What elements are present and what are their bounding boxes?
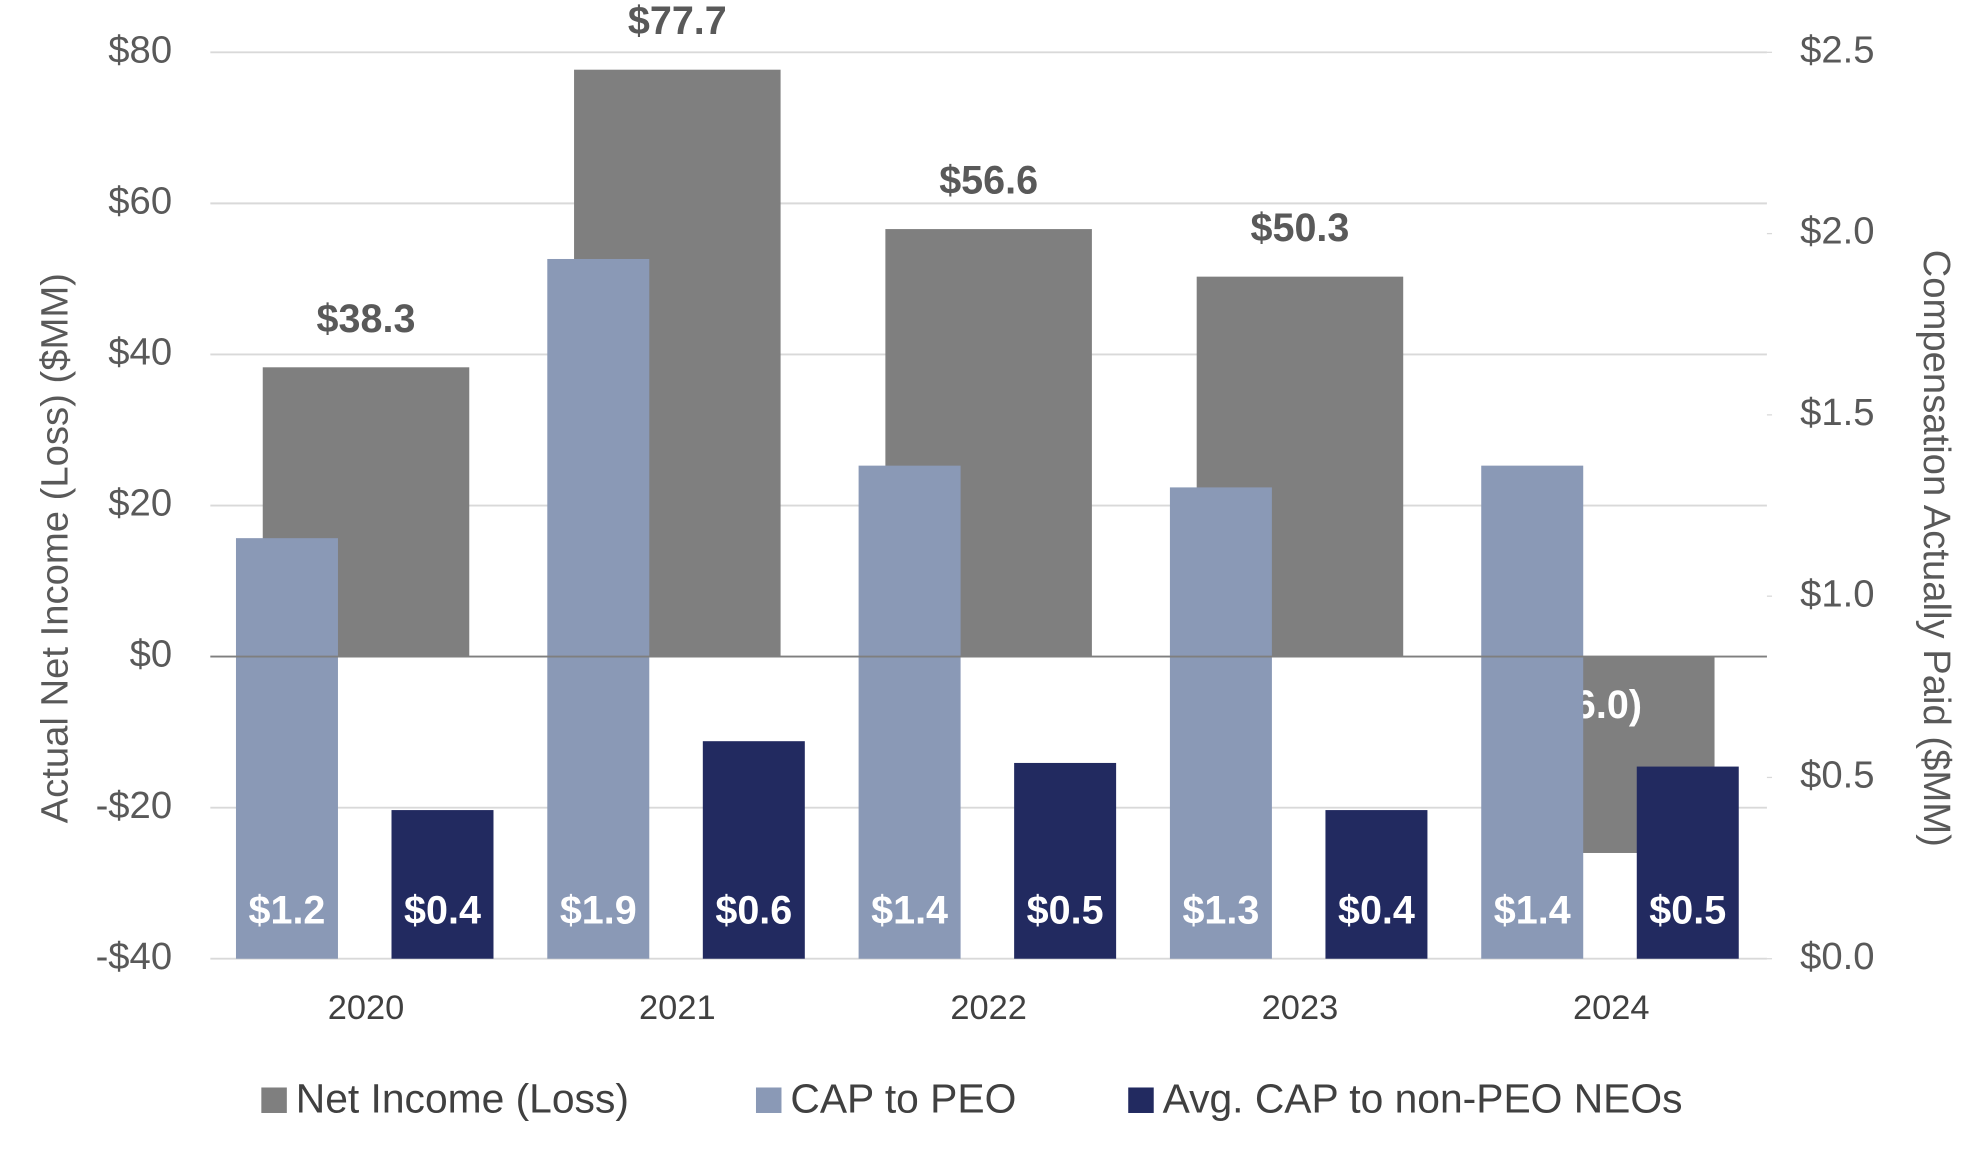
y2-axis-title: Compensation Actually Paid ($MM): [1915, 250, 1958, 847]
y-tick-label: -$40: [96, 935, 173, 978]
y2-tick-label: $1.0: [1800, 572, 1874, 615]
bar: [1014, 762, 1117, 959]
y-tick-label: -$20: [96, 784, 173, 827]
legend-swatch: [261, 1087, 287, 1113]
legend-label: Avg. CAP to non-PEO NEOs: [1163, 1075, 1683, 1121]
data-label: $38.3: [317, 297, 416, 341]
data-label: $0.5: [1649, 888, 1726, 932]
data-label: $0.4: [404, 888, 481, 932]
data-label: $1.2: [249, 888, 326, 932]
y-tick-label: $20: [108, 482, 172, 525]
y2-tick-label: $2.5: [1800, 28, 1874, 71]
data-label: $56.6: [939, 159, 1038, 203]
y-tick-label: $80: [108, 28, 172, 71]
bar: [547, 258, 650, 959]
data-label: $1.4: [871, 888, 948, 932]
data-label: $1.3: [1182, 888, 1259, 932]
bar: [858, 465, 961, 959]
y2-tick-label: $0.0: [1800, 935, 1874, 978]
bar: [1169, 487, 1272, 959]
bar: [391, 810, 494, 959]
legend-label: Net Income (Loss): [296, 1075, 629, 1121]
data-label: $50.3: [1251, 206, 1350, 250]
data-label: $1.4: [1494, 888, 1571, 932]
y-tick-label: $60: [108, 179, 172, 222]
x-tick-label: 2022: [950, 989, 1027, 1027]
y-axis-title: Actual Net Income (Loss) ($MM): [33, 273, 76, 823]
bar: [1636, 766, 1739, 959]
y-tick-label: $0: [130, 633, 173, 676]
y-tick-label: $40: [108, 331, 172, 374]
data-label: $1.9: [560, 888, 637, 932]
y2-tick-label: $0.5: [1800, 754, 1874, 797]
y2-tick-label: $1.5: [1800, 391, 1874, 434]
y2-tick-label: $2.0: [1800, 210, 1874, 253]
bar: [702, 741, 805, 959]
bar: [235, 538, 338, 959]
legend-swatch: [1128, 1087, 1154, 1113]
data-label: $0.4: [1338, 888, 1415, 932]
x-tick-label: 2020: [328, 989, 405, 1027]
x-tick-label: 2021: [639, 989, 716, 1027]
data-label: $77.7: [628, 0, 727, 43]
data-label: $0.5: [1027, 888, 1104, 932]
bar: [1481, 465, 1584, 959]
bar: [1325, 810, 1428, 959]
legend-label: CAP to PEO: [790, 1075, 1016, 1121]
x-tick-label: 2024: [1573, 989, 1650, 1027]
x-tick-label: 2023: [1262, 989, 1339, 1027]
legend-swatch: [755, 1087, 782, 1113]
data-label: $0.6: [715, 888, 792, 932]
